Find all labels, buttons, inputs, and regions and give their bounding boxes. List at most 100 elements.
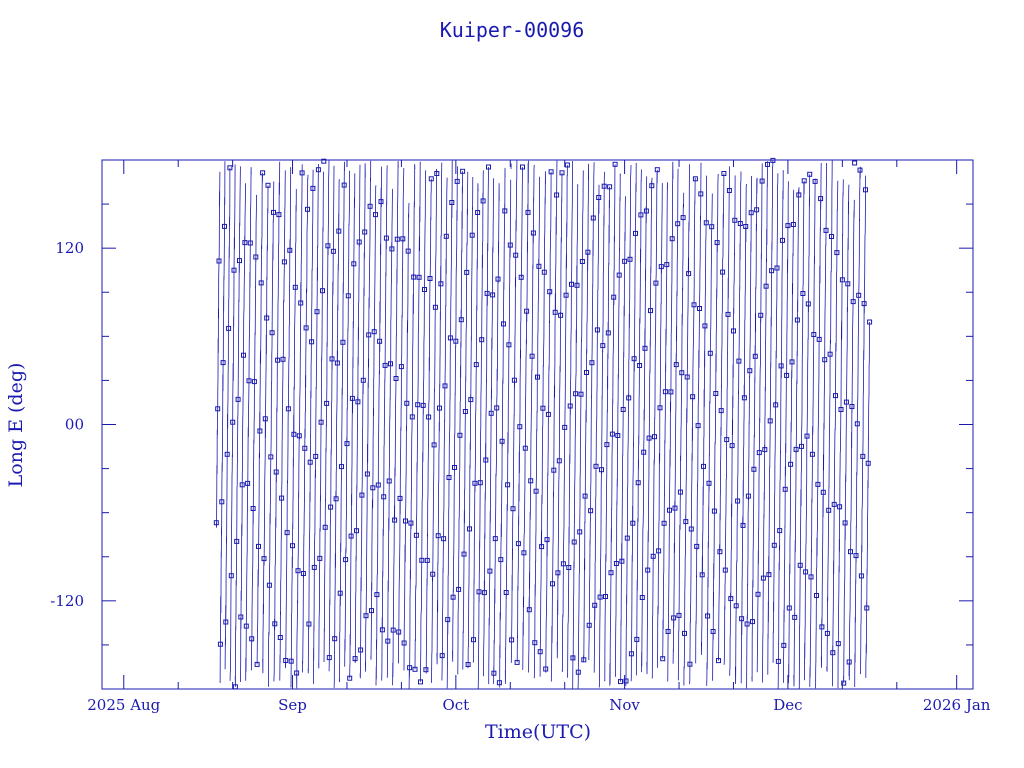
data-point xyxy=(460,168,466,174)
data-point xyxy=(661,520,667,526)
data-point xyxy=(390,627,396,633)
data-point xyxy=(660,656,666,662)
data-point xyxy=(725,311,731,317)
data-point xyxy=(325,243,331,249)
data-point xyxy=(735,498,741,504)
data-point xyxy=(354,528,359,534)
data-point xyxy=(853,553,859,559)
data-point xyxy=(552,309,558,315)
x-axis-label: Time(UTC) xyxy=(485,721,591,743)
data-point xyxy=(754,207,760,213)
data-point xyxy=(762,447,768,453)
data-point xyxy=(724,437,730,443)
data-point xyxy=(627,256,633,262)
data-point xyxy=(339,464,344,470)
data-point xyxy=(794,317,800,323)
data-point xyxy=(760,575,766,581)
data-point xyxy=(486,164,491,170)
data-point xyxy=(633,230,638,236)
x-tick-label: 2025 Aug xyxy=(87,696,160,714)
data-point xyxy=(468,397,474,403)
data-point xyxy=(234,538,240,544)
data-point xyxy=(710,629,716,634)
data-point xyxy=(646,435,652,441)
data-point xyxy=(573,391,579,397)
data-point xyxy=(454,178,460,184)
data-point xyxy=(556,458,562,464)
data-point xyxy=(277,635,283,640)
data-point xyxy=(266,582,272,588)
data-point xyxy=(403,518,408,524)
data-point xyxy=(620,407,626,412)
data-point xyxy=(777,528,783,534)
data-point xyxy=(585,249,591,255)
data-point xyxy=(264,315,270,321)
data-point xyxy=(608,570,614,576)
data-point xyxy=(238,614,244,620)
data-point xyxy=(560,561,566,567)
data-point xyxy=(222,223,227,229)
data-point xyxy=(257,428,263,434)
data-point xyxy=(528,478,534,484)
y-axis-label: Long E (deg) xyxy=(5,363,27,488)
data-point xyxy=(726,188,732,193)
data-point xyxy=(789,359,795,365)
data-point xyxy=(675,221,681,227)
data-point xyxy=(780,237,785,243)
y-tick-label: 00 xyxy=(65,416,84,434)
data-point xyxy=(545,411,551,417)
data-point xyxy=(799,443,804,449)
data-point xyxy=(332,636,338,642)
data-point xyxy=(501,321,506,327)
data-point xyxy=(578,391,584,397)
data-point xyxy=(679,370,685,376)
data-point xyxy=(612,161,618,167)
data-point xyxy=(763,283,769,289)
data-point xyxy=(439,653,445,659)
data-point xyxy=(265,182,271,188)
data-point xyxy=(447,335,453,341)
data-point xyxy=(514,659,520,665)
data-point xyxy=(315,167,321,173)
data-point xyxy=(396,629,402,635)
data-point xyxy=(432,304,438,310)
data-point xyxy=(766,572,772,578)
data-point xyxy=(808,574,814,580)
data-point xyxy=(537,649,543,655)
data-point xyxy=(434,171,440,176)
data-point xyxy=(398,364,404,370)
data-point xyxy=(467,526,472,532)
data-point xyxy=(488,410,494,416)
data-point xyxy=(551,467,557,473)
data-point xyxy=(705,613,711,619)
data-point xyxy=(816,336,822,342)
data-point xyxy=(443,233,449,239)
data-point xyxy=(219,499,225,505)
data-point xyxy=(446,475,452,480)
data-point xyxy=(320,288,325,294)
data-point xyxy=(381,494,387,500)
data-point xyxy=(690,394,696,400)
data-point xyxy=(570,655,576,661)
data-point xyxy=(481,590,487,596)
data-point xyxy=(449,200,455,205)
data-point xyxy=(559,170,565,176)
data-point xyxy=(839,277,845,283)
data-point xyxy=(801,178,807,184)
data-point xyxy=(590,215,596,221)
data-point xyxy=(291,431,297,437)
data-point xyxy=(299,170,305,176)
data-point xyxy=(525,209,531,215)
data-point xyxy=(344,441,350,447)
data-point xyxy=(639,595,645,600)
y-tick-label: 120 xyxy=(55,239,84,257)
data-point xyxy=(695,423,701,429)
data-point xyxy=(785,223,791,229)
data-point xyxy=(345,293,351,299)
data-point xyxy=(669,236,675,242)
data-point xyxy=(807,171,813,177)
data-point xyxy=(492,536,498,542)
data-point xyxy=(548,169,554,175)
data-point xyxy=(564,162,570,168)
data-point xyxy=(226,325,232,331)
